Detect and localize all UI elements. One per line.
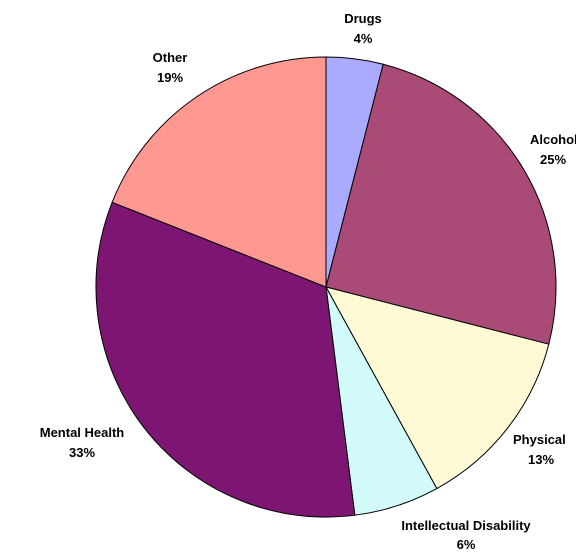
pie-slices [95,56,557,518]
pie-slice-physical [325,286,550,490]
slice-value-intellectual-disability: 6% [457,537,476,552]
pie-slice-alcohol [325,63,557,345]
slice-label-physical: Physical [513,432,566,447]
slice-value-mental-health: 33% [69,445,95,460]
slice-label-intellectual-disability: Intellectual Disability [401,518,531,533]
slice-value-other: 19% [157,70,183,85]
slice-label-drugs: Drugs [344,11,382,26]
slice-label-other: Other [153,50,188,65]
slice-value-alcohol: 25% [540,152,566,167]
slice-value-physical: 13% [528,452,554,467]
pie-slice-mental-health [95,201,356,518]
slice-label-alcohol: Alcohol [530,132,576,147]
slice-value-drugs: 4% [354,31,373,46]
pie-slice-other [111,56,327,288]
slice-label-mental-health: Mental Health [40,425,125,440]
pie-labels: Drugs 4% Alcohol 25% Physical 13% Intell… [40,11,576,552]
